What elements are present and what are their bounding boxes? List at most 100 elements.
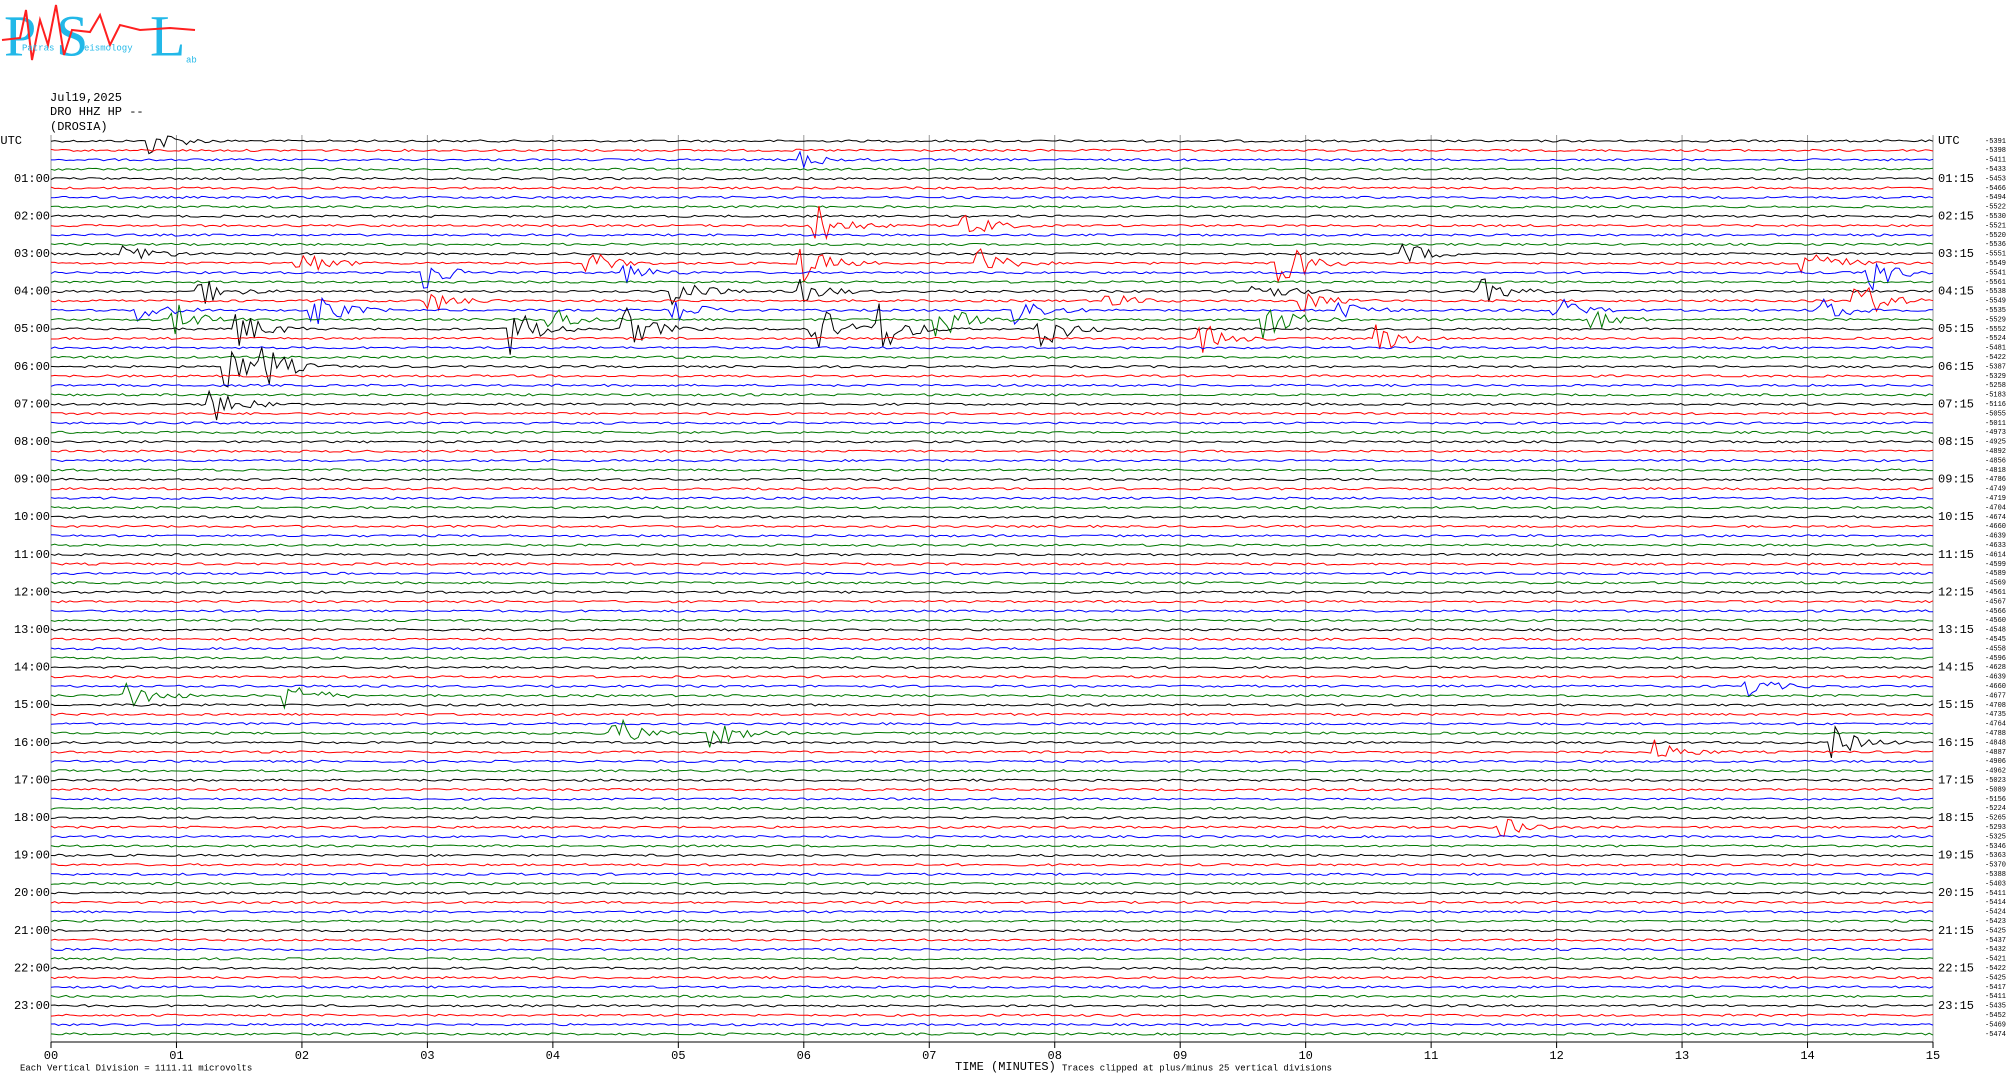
trace-offset: -5521 [1985,222,2006,230]
trace [50,248,1934,284]
trace [50,938,1934,942]
right-time-label: 22:15 [1938,961,1974,975]
trace-offset: -5422 [1985,965,2006,973]
x-tick-label: 09 [1173,1049,1187,1063]
left-time-label: 23:00 [14,999,50,1013]
right-time-label: 10:15 [1938,510,1974,524]
trace [50,280,1934,284]
left-time-label: 22:00 [14,961,50,975]
trace-offset: -5346 [1985,843,2006,851]
trace [50,863,1934,867]
trace [50,148,1934,153]
trace-offset: -5325 [1985,833,2006,841]
trace [50,590,1934,594]
trace [50,303,1934,355]
trace-offset: -5398 [1985,147,2006,155]
left-time-label: 18:00 [14,811,50,825]
trace [50,628,1934,632]
trace-offset: -4848 [1985,739,2006,747]
x-tick-label: 12 [1549,1049,1563,1063]
trace [50,449,1934,453]
trace-offset: -5293 [1985,824,2006,832]
left-time-label: 13:00 [14,623,50,637]
trace-offset: -5387 [1985,363,2006,371]
trace-offset: -4962 [1985,768,2006,776]
trace [50,411,1934,416]
trace-offset: -5530 [1985,213,2006,221]
trace-offset: -5370 [1985,862,2006,870]
trace-offset: -5524 [1985,335,2006,343]
left-time-label: 12:00 [14,585,50,599]
trace [50,1022,1934,1027]
trace [50,928,1934,933]
header-date: Jul19,2025 [50,91,122,105]
trace [50,853,1934,858]
trace [50,262,1934,292]
trace [50,374,1934,378]
trace-offset: -5411 [1985,993,2006,1001]
trace-offset: -5549 [1985,298,2006,306]
trace-offset: -4639 [1985,533,2006,541]
right-time-label: 08:15 [1938,435,1974,449]
x-tick-label: 08 [1048,1049,1062,1063]
x-tick-label: 06 [797,1049,811,1063]
trace [50,383,1934,388]
right-time-label: 04:15 [1938,285,1974,299]
trace [50,176,1934,181]
left-time-label: 10:00 [14,510,50,524]
trace [50,421,1934,425]
trace [50,195,1934,200]
trace-offset: -5422 [1985,354,2006,362]
trace [51,150,1934,170]
x-tick-label: 14 [1800,1049,1814,1063]
trace [50,816,1934,820]
trace-offset: -5388 [1985,871,2006,879]
trace-offset: -4566 [1985,608,2006,616]
left-time-label: 19:00 [14,849,50,863]
x-tick-label: 00 [44,1049,58,1063]
trace [50,844,1934,848]
trace [50,725,1934,759]
trace-offset: -4856 [1985,457,2006,465]
trace [50,834,1934,839]
right-time-label: 02:15 [1938,209,1974,223]
trace [50,722,1934,726]
trace [50,646,1934,651]
trace [50,581,1933,585]
trace-offset: -5258 [1985,382,2006,390]
trace [50,759,1934,764]
trace [50,205,1934,209]
trace [50,304,1934,339]
trace-offset: -5529 [1985,316,2006,324]
logo-word: Patras [22,43,54,53]
trace-offset: -4545 [1985,636,2006,644]
left-time-label: 04:00 [14,285,50,299]
trace-offset: -5423 [1985,918,2006,926]
trace [50,910,1934,914]
trace [50,609,1934,613]
right-time-label: 17:15 [1938,773,1974,787]
trace-offset: -4925 [1985,439,2006,447]
trace-offset: -4589 [1985,570,2006,578]
left-time-label: 05:00 [14,322,50,336]
trace-offset: -5424 [1985,909,2006,917]
left-time-label: 02:00 [14,209,50,223]
trace-offset: -5089 [1985,786,2006,794]
trace [50,487,1934,491]
trace [50,571,1934,576]
trace-offset: -5411 [1985,157,2006,165]
trace-offset: -5536 [1985,241,2006,249]
trace [50,496,1934,500]
trace [50,975,1934,980]
trace-offset: -4596 [1985,655,2006,663]
trace [50,947,1934,952]
trace-offset: -4560 [1985,617,2006,625]
trace [50,278,1934,306]
trace [50,797,1934,801]
trace [50,477,1934,482]
trace-offset: -5435 [1985,1003,2006,1011]
x-tick-label: 11 [1424,1049,1438,1063]
trace-offset: -4569 [1985,580,2006,588]
